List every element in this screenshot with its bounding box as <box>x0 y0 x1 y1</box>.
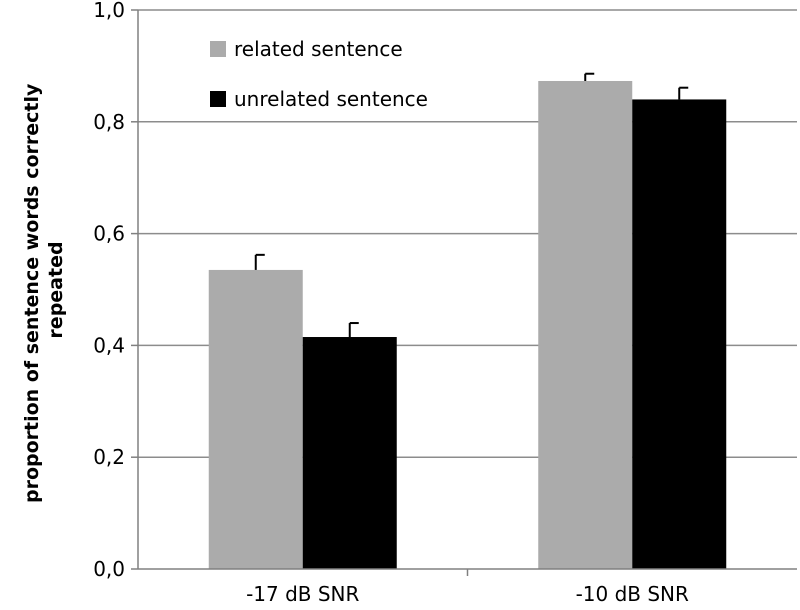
bar-related-sentence-1 <box>538 80 633 570</box>
legend: related sentence unrelated sentence <box>210 37 428 111</box>
x-tick-labels: -17 dB SNR -10 dB SNR <box>246 569 689 606</box>
x-category-label: -17 dB SNR <box>246 582 359 606</box>
legend-swatch-unrelated-sentence <box>210 91 226 107</box>
legend-swatch-related-sentence <box>210 41 226 57</box>
y-tick-label: 0,8 <box>93 110 125 134</box>
y-tick-labels: 0,0 0,2 0,4 0,6 0,8 1,0 <box>93 0 125 581</box>
bar-unrelated-sentence-1 <box>632 99 727 569</box>
y-axis-label-line-2: repeated <box>45 241 67 338</box>
y-tick-label: 0,2 <box>93 445 125 469</box>
bars <box>208 72 727 570</box>
legend-label-unrelated-sentence: unrelated sentence <box>234 87 428 111</box>
y-tick-label: 0,6 <box>93 222 125 246</box>
y-axis-label: proportion of sentence words correctly r… <box>21 77 67 503</box>
y-axis-label-line-1: proportion of sentence words correctly <box>21 83 43 503</box>
legend-label-related-sentence: related sentence <box>234 37 403 61</box>
bar-unrelated-sentence-0 <box>302 337 397 569</box>
bar-related-sentence-0 <box>208 269 303 569</box>
x-category-label: -10 dB SNR <box>576 582 689 606</box>
y-tick-label: 1,0 <box>93 0 125 22</box>
y-tick-label: 0,0 <box>93 557 125 581</box>
y-tick-label: 0,4 <box>93 333 125 357</box>
